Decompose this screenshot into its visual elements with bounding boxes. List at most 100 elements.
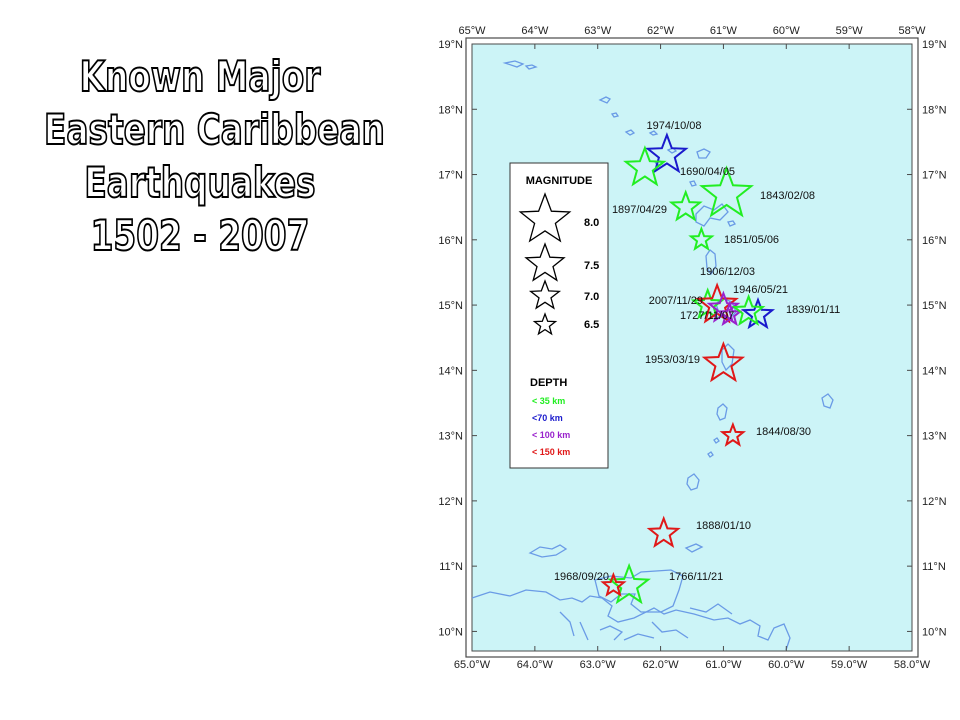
grenada-island: [686, 473, 700, 491]
earthquake-date-label: 1897/04/29: [612, 204, 667, 216]
bottom-lon-label: 60.0°W: [768, 659, 805, 671]
bottom-lon-label: 62.0°W: [642, 659, 679, 671]
grenadines-islands: [707, 437, 720, 458]
legend-magnitude-title: MAGNITUDE: [526, 175, 593, 187]
earthquake-date-label: 1727/11/07: [680, 310, 734, 322]
earthquake-markers: 1974/10/08 1690/04/05 1843/02/08 1897/04/29…: [554, 120, 840, 605]
legend-mag-7: 7.0: [584, 291, 599, 303]
top-lon-label: 61°W: [710, 25, 738, 37]
left-lat-label: 18°N: [438, 104, 463, 116]
venezuela-coast: [471, 589, 791, 651]
earthquake-date-label: 1888/01/10: [696, 520, 751, 532]
earthquake-star-icon: [701, 340, 746, 383]
legend-star-icon: [528, 279, 562, 310]
right-lat-label: 13°N: [922, 431, 947, 443]
legend-depth-item: <70 km: [532, 413, 563, 423]
legend-depths: < 35 km <70 km < 100 km < 150 km: [532, 396, 570, 457]
bottom-lon-label: 64.0°W: [517, 659, 554, 671]
title-line-4: 1502 - 2007: [90, 210, 310, 261]
tobago-island: [684, 543, 704, 553]
top-lon-label: 63°W: [584, 25, 612, 37]
trinidad-island: [594, 569, 684, 613]
left-lat-label: 15°N: [438, 300, 463, 312]
legend-depth-item: < 100 km: [532, 430, 570, 440]
legend-star-icon: [518, 192, 572, 243]
top-lon-label: 65°W: [458, 25, 486, 37]
left-lat-label: 17°N: [438, 170, 463, 182]
legend-star-icon: [524, 242, 566, 282]
earthquake-date-label: 1946/05/21: [733, 284, 788, 296]
legend-depth-item: < 35 km: [532, 396, 565, 406]
earthquake-date-label: 1844/08/30: [756, 426, 811, 438]
virgin-islands: [502, 60, 538, 70]
dominica-island: [705, 249, 717, 276]
right-lat-label: 14°N: [922, 365, 947, 377]
earthquake-date-label: 1690/04/05: [680, 166, 735, 178]
left-lat-label: 11°N: [439, 561, 463, 573]
right-lat-label: 16°N: [922, 235, 947, 247]
legend-mag-6-5: 6.5: [584, 319, 599, 331]
montserrat-island: [689, 180, 697, 187]
earthquake-date-label: 1851/05/06: [724, 234, 779, 246]
top-lon-label: 64°W: [521, 25, 549, 37]
antigua-island: [696, 148, 711, 159]
map-axes: 65°W 65.0°W 64°W 64.0°W 63°W 63.0°W 62°W 62.0°W…: [438, 25, 946, 671]
earthquake-date-label: 1906/12/03: [700, 266, 755, 278]
earthquake-star-icon: [688, 225, 715, 252]
earthquake-star-icon: [668, 189, 703, 222]
bottom-lon-label: 59.0°W: [831, 659, 868, 671]
earthquake-date-label: 1968/09/20: [554, 571, 609, 583]
top-lon-label: 62°W: [647, 25, 675, 37]
left-lat-label: 13°N: [438, 431, 463, 443]
top-lon-label: 58°W: [898, 25, 926, 37]
earthquake-date-label: 2007/11/29: [649, 295, 703, 307]
marie-galante-island: [727, 220, 736, 227]
earthquake-date-label: 1843/02/08: [760, 190, 815, 202]
right-lat-label: 18°N: [922, 104, 947, 116]
map-inner-frame: [471, 43, 913, 652]
right-lat-label: 10°N: [922, 626, 947, 638]
margarita-island: [528, 544, 568, 558]
top-lon-label: 59°W: [836, 25, 864, 37]
bottom-lon-label: 63.0°W: [580, 659, 617, 671]
title-line-3: Earthquakes: [84, 157, 317, 208]
guadeloupe-island: [695, 203, 729, 227]
left-lat-label: 14°N: [438, 365, 463, 377]
earthquake-date-label: 1974/10/08: [646, 120, 701, 132]
st-vincent-island: [716, 403, 728, 421]
st-barts-island: [624, 129, 659, 136]
title-line-2: Eastern Caribbean: [43, 104, 385, 155]
left-lat-label: 19°N: [438, 39, 463, 51]
earthquake-star-icon: [600, 571, 627, 597]
top-lon-label: 60°W: [773, 25, 801, 37]
anguilla-island: [598, 96, 620, 118]
earthquake-star-icon: [645, 132, 689, 174]
right-lat-label: 19°N: [922, 39, 947, 51]
bottom-lon-label: 58.0°W: [894, 659, 931, 671]
title-line-1: Known Major: [79, 51, 321, 102]
right-lat-label: 12°N: [922, 496, 947, 508]
earthquake-star-icon: [740, 297, 776, 330]
coastlines: [471, 60, 834, 651]
earthquake-date-label: 1766/11/21: [669, 571, 723, 583]
earthquake-star-icon: [646, 515, 681, 549]
map-legend: MAGNITUDE 8.0 7.5 7.0 6.5 DEPTH < 35 km<…: [509, 162, 609, 469]
right-lat-label: 11°N: [922, 561, 946, 573]
left-lat-label: 12°N: [438, 496, 463, 508]
earthquake-star-icon: [623, 145, 667, 187]
earthquake-date-label: 1953/03/19: [645, 354, 700, 366]
legend-box: [509, 162, 609, 469]
legend-depth-title: DEPTH: [530, 377, 567, 389]
legend-magnitude-stars: [518, 192, 572, 336]
map-outer-frame: [465, 37, 919, 658]
earthquake-date-label: 1839/01/11: [786, 304, 840, 316]
earthquake-star-icon: [719, 421, 747, 447]
left-lat-label: 16°N: [438, 235, 463, 247]
earthquake-star-icon: [699, 165, 755, 218]
right-lat-label: 15°N: [922, 300, 947, 312]
map-title: Known Major Eastern Caribbean Earthquake…: [0, 50, 400, 262]
barbados-island: [821, 393, 834, 409]
legend-mag-8: 8.0: [584, 217, 599, 229]
left-lat-label: 10°N: [438, 626, 463, 638]
